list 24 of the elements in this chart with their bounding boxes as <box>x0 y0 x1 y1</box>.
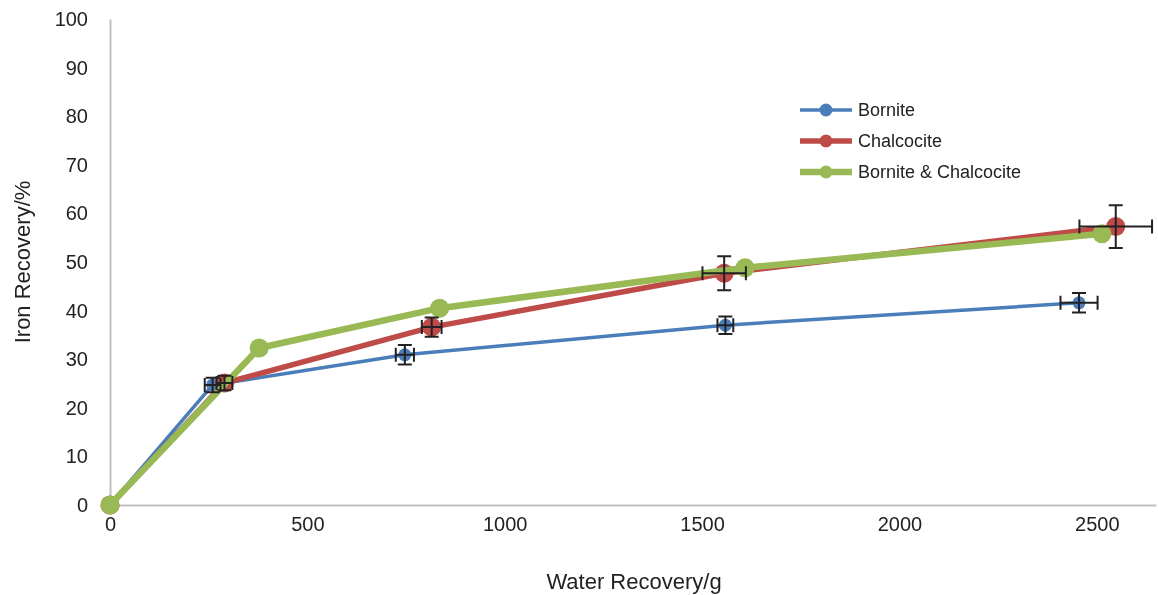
y-tick-label: 0 <box>76 493 88 516</box>
y-tick-label: 50 <box>65 250 88 273</box>
legend-label: Chalcocite <box>858 131 943 152</box>
y-tick-label: 60 <box>65 202 88 225</box>
point <box>249 338 269 358</box>
legend-label: Bornite & Chalcocite <box>858 162 1022 183</box>
x-tick-label: 0 <box>104 513 117 536</box>
y-tick-label: 20 <box>65 396 88 419</box>
y-axis-title: Iron Recovery/% <box>10 180 35 344</box>
legend-label: Bornite <box>858 100 916 121</box>
y-tick-label: 10 <box>65 445 88 468</box>
x-tick-label: 1500 <box>680 513 725 536</box>
x-axis-title: Water Recovery/g <box>546 569 722 594</box>
x-tick-label: 500 <box>291 513 325 536</box>
y-tick-label: 40 <box>65 299 88 322</box>
x-tick-label: 2500 <box>1075 513 1120 536</box>
y-tick-label: 80 <box>65 105 88 128</box>
y-tick-label: 30 <box>65 348 88 371</box>
y-tick-label: 90 <box>65 56 88 79</box>
x-tick-label: 1000 <box>482 513 528 536</box>
x-tick-label: 2000 <box>877 513 923 536</box>
y-tick-label: 70 <box>65 153 88 176</box>
point <box>430 298 450 318</box>
y-tick-label: 100 <box>54 7 88 30</box>
